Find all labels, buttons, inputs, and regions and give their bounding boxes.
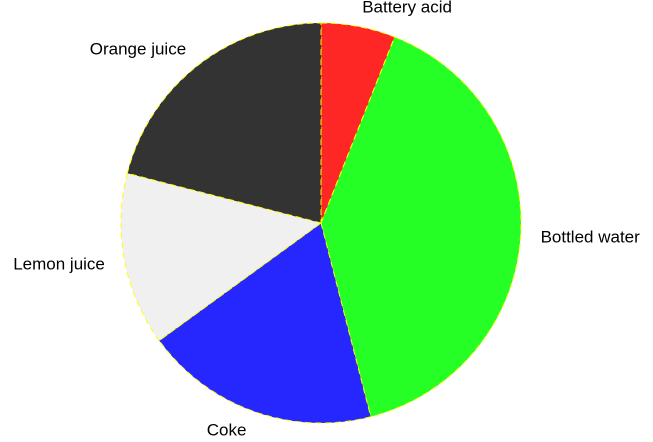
pie-label-orange-juice: Orange juice — [90, 40, 186, 59]
pie-slice-coke — [158, 222, 372, 424]
pie-label-coke: Coke — [207, 420, 247, 439]
pie-label-battery-acid: Battery acid — [362, 0, 452, 16]
pie-label-lemon-juice: Lemon juice — [13, 255, 105, 274]
pie-slice-lemon-juice — [120, 172, 323, 342]
pie-slice-orange-juice — [126, 22, 322, 224]
pie-slices — [120, 22, 522, 424]
pie-slice-bottled-water — [320, 36, 522, 418]
pie-labels: Battery acid Bottled water Coke Lemon juice… — [13, 0, 640, 439]
pie-label-bottled-water: Bottled water — [541, 227, 641, 246]
